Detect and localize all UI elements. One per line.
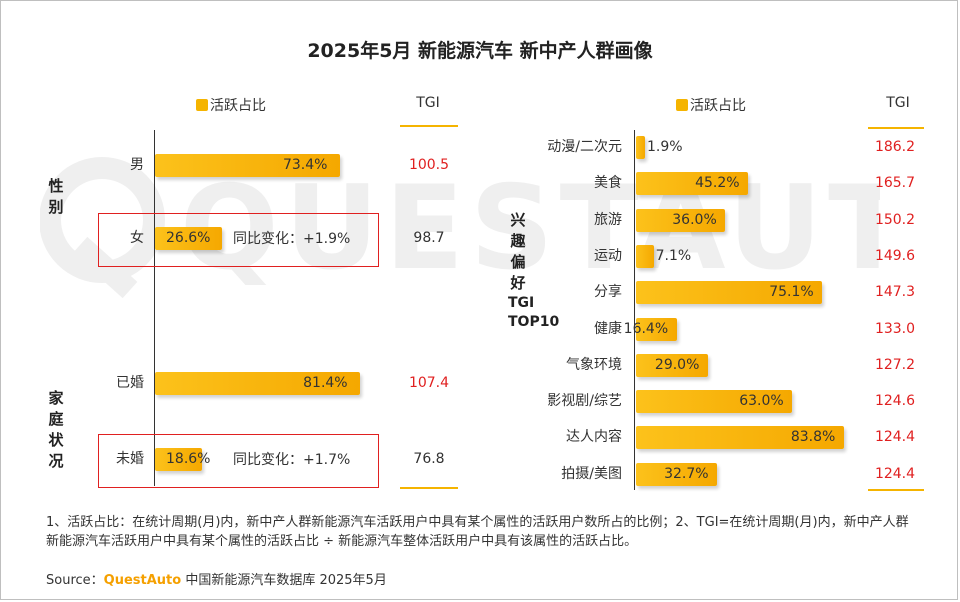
value-label: 32.7% <box>664 466 709 482</box>
row-label: 健康 <box>594 321 622 337</box>
right-tgi-header: TGI <box>886 95 910 111</box>
value-label: 18.6% <box>166 451 211 467</box>
footnote: 1、活跃占比：在统计周期(月)内，新中产人群新能源汽车活跃用户中具有某个属性的活… <box>46 515 909 549</box>
bar <box>636 354 708 377</box>
right-tgi-top-line <box>868 127 924 129</box>
value-label: 16.4% <box>623 321 669 337</box>
row-label: 女 <box>130 230 144 246</box>
legend-swatch <box>196 99 208 111</box>
tgi-value: 107.4 <box>408 375 450 391</box>
row-label: 旅游 <box>594 212 622 228</box>
tgi-value: 100.5 <box>408 157 450 173</box>
value-label: 73.4% <box>282 157 328 173</box>
category-gender: 性别 <box>48 177 64 216</box>
left-axis <box>154 130 155 486</box>
bar <box>636 390 793 413</box>
bar <box>636 463 718 486</box>
tgi-value: 149.6 <box>874 248 916 264</box>
right-legend-label: 活跃占比 <box>690 98 746 114</box>
bar <box>636 209 726 232</box>
left-legend: 活跃占比 <box>196 95 266 115</box>
row-label: 拍摄/美图 <box>561 466 622 482</box>
value-label: 36.0% <box>672 212 717 228</box>
row-label: 分享 <box>594 284 622 300</box>
tgi-value: 76.8 <box>413 451 445 467</box>
category-interest-sub: TGI TOP10 <box>508 295 560 330</box>
value-label: 83.8% <box>790 429 836 445</box>
row-label: 动漫/二次元 <box>547 139 622 155</box>
row-label: 已婚 <box>116 375 144 391</box>
tgi-value: 98.7 <box>413 230 445 246</box>
left-tgi-header: TGI <box>416 95 440 111</box>
value-label: 29.0% <box>654 357 700 373</box>
left-tgi-top-line <box>400 125 458 127</box>
value-label: 7.1% <box>655 248 692 264</box>
source-prefix: Source： <box>46 573 104 588</box>
value-label: 1.9% <box>647 139 683 155</box>
source-text: 中国新能源汽车数据库 2025年5月 <box>181 573 387 588</box>
bar <box>636 245 654 268</box>
questauto-watermark: QUESTAUTO <box>40 157 880 299</box>
chart-title: 2025年5月 新能源汽车 新中产人群画像 <box>307 40 653 62</box>
value-label: 75.1% <box>769 284 814 300</box>
source-brand: QuestAuto <box>103 573 182 588</box>
bar <box>155 227 223 250</box>
bar <box>636 318 677 341</box>
tgi-value: 150.2 <box>874 212 916 228</box>
left-tgi-bottom-line <box>400 487 458 489</box>
bar <box>155 154 340 177</box>
bar <box>636 281 823 304</box>
legend-swatch <box>676 99 688 111</box>
tgi-value: 165.7 <box>874 175 916 191</box>
row-label: 未婚 <box>116 451 144 467</box>
row-label: 达人内容 <box>566 429 622 445</box>
right-axis <box>634 130 635 490</box>
right-legend: 活跃占比 <box>676 95 746 115</box>
bar <box>636 426 844 449</box>
value-label: 26.6% <box>166 230 211 246</box>
source-line: Source：QuestAuto 中国新能源汽车数据库 2025年5月 <box>46 569 387 588</box>
highlight-box <box>98 213 379 267</box>
tgi-value: 127.2 <box>874 357 916 373</box>
category-family: 家庭状况 <box>48 389 64 470</box>
value-label: 81.4% <box>303 375 348 391</box>
bar <box>636 136 645 159</box>
tgi-value: 124.4 <box>874 466 916 482</box>
row-label: 影视剧/综艺 <box>547 393 622 409</box>
bar <box>155 372 361 395</box>
left-legend-label: 活跃占比 <box>210 98 266 114</box>
yoy-change: 同比变化：+1.7% <box>233 452 351 468</box>
tgi-value: 133.0 <box>874 321 916 337</box>
tgi-value: 124.4 <box>874 429 916 445</box>
tgi-value: 186.2 <box>874 139 916 155</box>
value-label: 45.2% <box>695 175 740 191</box>
row-label: 美食 <box>594 175 622 191</box>
bar <box>155 448 202 471</box>
right-tgi-bottom-line <box>868 489 924 491</box>
bar <box>636 172 749 195</box>
row-label: 气象环境 <box>566 357 622 373</box>
row-label: 男 <box>130 157 144 173</box>
watermark-text: QUESTAUTO <box>180 161 880 296</box>
value-label: 63.0% <box>739 393 784 409</box>
tgi-value: 147.3 <box>874 284 916 300</box>
row-label: 运动 <box>594 248 622 264</box>
tgi-value: 124.6 <box>874 393 916 409</box>
highlight-box <box>98 434 379 488</box>
category-interest: 兴趣偏好 <box>510 211 526 292</box>
yoy-change: 同比变化：+1.9% <box>233 231 351 247</box>
